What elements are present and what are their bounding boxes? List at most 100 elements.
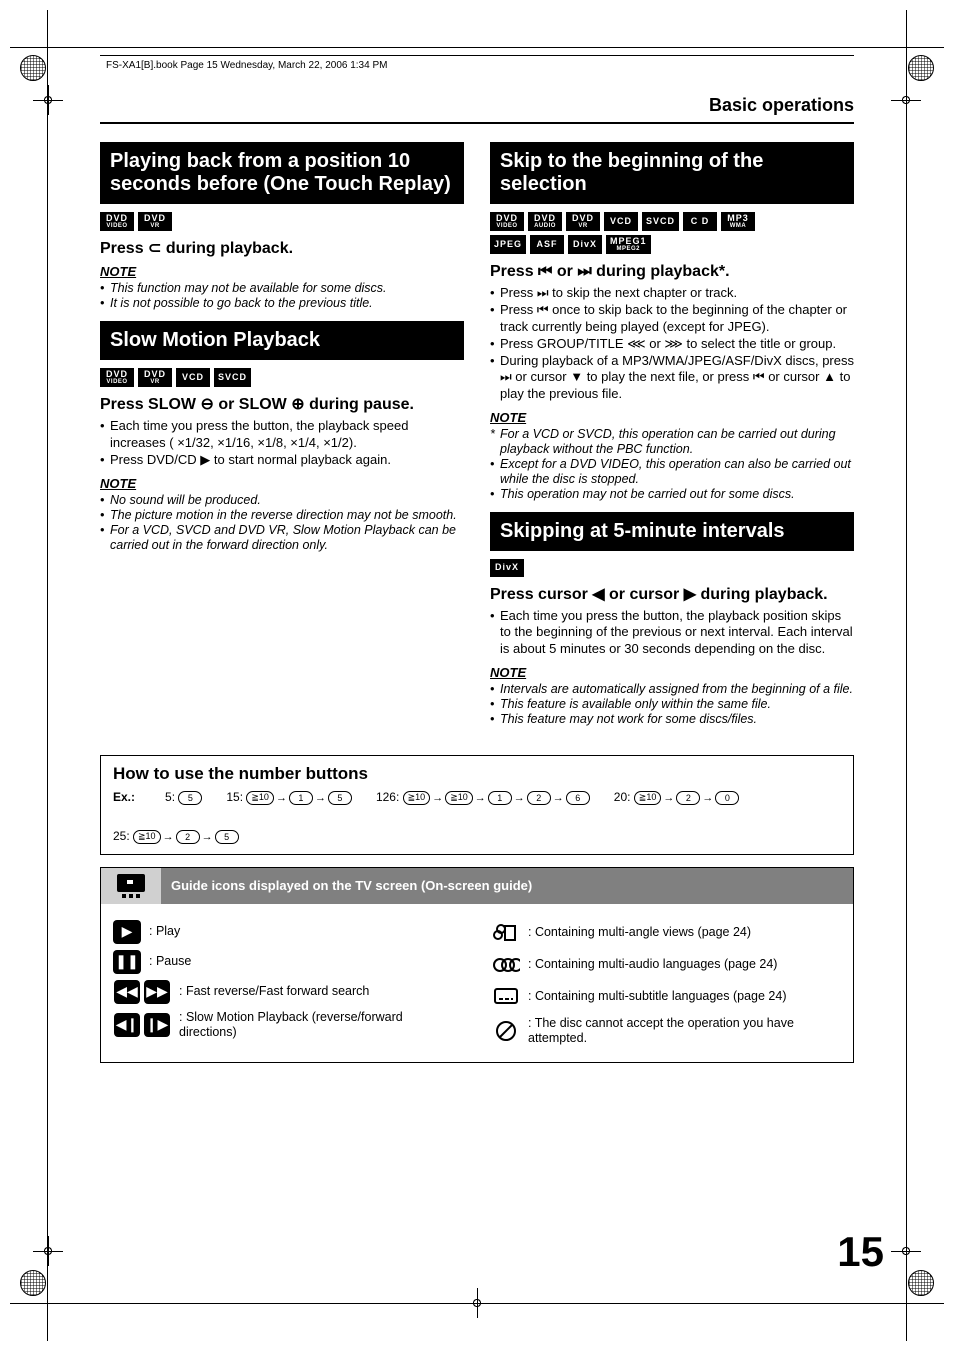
tv-icon: [101, 868, 161, 904]
format-badges: DivX: [490, 559, 854, 577]
list-item: This feature may not work for some discs…: [490, 712, 854, 727]
list-item: This operation may not be carried out fo…: [490, 487, 854, 502]
note-list: Intervals are automatically assigned fro…: [490, 682, 854, 727]
list-item: For a VCD or SVCD, this operation can be…: [490, 427, 854, 457]
guide-text: : Containing multi-subtitle languages (p…: [528, 989, 787, 1004]
guide-icon: ▶: [113, 920, 141, 944]
section-header: Basic operations: [100, 95, 854, 116]
arrow-icon: →: [315, 792, 326, 804]
number-example: 5: 5: [165, 790, 202, 805]
guide-row: : Containing multi-audio languages (page…: [492, 952, 841, 978]
arrow-icon: →: [553, 792, 564, 804]
list-item: During playback of a MP3/WMA/JPEG/ASF/Di…: [490, 353, 854, 402]
list-item: Press ⏮ once to skip back to the beginni…: [490, 302, 854, 335]
arrow-icon: →: [276, 792, 287, 804]
list-item: Press ⏭ to skip the next chapter or trac…: [490, 285, 854, 301]
format-badge: DVDVR: [138, 212, 172, 231]
number-buttons-box: How to use the number buttons Ex.: 5: 5 1…: [100, 755, 854, 855]
format-badges: DVDVIDEODVDVRVCDSVCD: [100, 368, 464, 387]
number-example: 25: ≧10→2→5: [113, 829, 239, 844]
format-badge: DVDVR: [138, 368, 172, 387]
format-badge: C D: [683, 212, 717, 231]
format-badge: DVDAUDIO: [528, 212, 562, 231]
heading-skip-selection: Skip to the beginning of the selection: [490, 142, 854, 204]
number-button-icon: 1: [289, 791, 313, 805]
format-badges: DVDVIDEODVDVR: [100, 212, 464, 231]
guide-icon: [492, 984, 520, 1010]
number-button-icon: ≧10: [403, 791, 431, 805]
guide-row: ❚❚ : Pause: [113, 950, 462, 974]
numbers-row: Ex.: 5: 515: ≧10→1→5126: ≧10→≧10→1→2→620…: [113, 790, 841, 844]
list-item: Each time you press the button, the play…: [490, 608, 854, 657]
right-column: Skip to the beginning of the selection D…: [490, 138, 854, 737]
number-button-icon: 5: [328, 791, 352, 805]
note-heading: NOTE: [100, 476, 464, 491]
format-badge: DVDVIDEO: [100, 368, 134, 387]
guide-left-col: ▶ : Play ❚❚ : Pause ◀◀▶▶ : Fast reverse/Fast …: [113, 914, 462, 1052]
number-example: 20: ≧10→2→0: [614, 790, 740, 805]
guide-text: : Containing multi-audio languages (page…: [528, 957, 777, 972]
arrow-icon: →: [432, 792, 443, 804]
heading-slow-motion: Slow Motion Playback: [100, 321, 464, 360]
instruction: Press cursor ◀ or cursor ▶ during playba…: [490, 585, 854, 604]
note-list: No sound will be produced.The picture mo…: [100, 493, 464, 553]
guide-icon: [492, 952, 520, 978]
number-example: 15: ≧10→1→5: [226, 790, 352, 805]
format-badge: VCD: [604, 212, 638, 231]
heading-one-touch-replay: Playing back from a position 10 seconds …: [100, 142, 464, 204]
instruction: Press ⊂ during playback.: [100, 239, 464, 258]
note-heading: NOTE: [490, 410, 854, 425]
guide-text: : Slow Motion Playback (reverse/forward …: [179, 1010, 462, 1040]
guide-text: : Fast reverse/Fast forward search: [179, 984, 369, 999]
numbers-title: How to use the number buttons: [113, 764, 841, 784]
running-header: FS-XA1[B].book Page 15 Wednesday, March …: [100, 55, 854, 75]
note-list: This function may not be available for s…: [100, 281, 464, 311]
text: Press: [100, 240, 148, 257]
example-label: Ex.:: [113, 790, 135, 804]
guide-row: ◀❙❙▶: Slow Motion Playback (reverse/forw…: [113, 1010, 462, 1040]
guide-text: : Play: [149, 924, 180, 939]
guide-row: ▶ : Play: [113, 920, 462, 944]
format-badge: JPEG: [490, 235, 526, 254]
list-item: Intervals are automatically assigned fro…: [490, 682, 854, 697]
format-badges: DVDVIDEODVDAUDIODVDVRVCDSVCDC DMP3WMA: [490, 212, 854, 231]
list-item: This function may not be available for s…: [100, 281, 464, 296]
guide-icon: ❚❚: [113, 950, 141, 974]
number-button-icon: 5: [215, 830, 239, 844]
guide-text: : The disc cannot accept the operation y…: [528, 1016, 841, 1046]
guide-row: ◀◀▶▶ : Fast reverse/Fast forward search: [113, 980, 462, 1004]
note-heading: NOTE: [490, 665, 854, 680]
heading-skip-interval: Skipping at 5-minute intervals: [490, 512, 854, 551]
format-badge: DVDVIDEO: [490, 212, 524, 231]
guide-text: : Pause: [149, 954, 191, 969]
format-badge: ASF: [530, 235, 564, 254]
arrow-icon: →: [702, 792, 713, 804]
instruction: Press ⏮ or ⏭ during playback*.: [490, 262, 854, 281]
number-button-icon: 1: [488, 791, 512, 805]
text: during playback.: [161, 240, 293, 257]
number-button-icon: 2: [176, 830, 200, 844]
format-badge: SVCD: [214, 368, 251, 387]
format-badge: MP3WMA: [721, 212, 755, 231]
number-button-icon: 6: [566, 791, 590, 805]
format-badges: JPEGASFDivXMPEG1MPEG2: [490, 235, 854, 254]
format-badge: SVCD: [642, 212, 679, 231]
list-item: The picture motion in the reverse direct…: [100, 508, 464, 523]
list-item: For a VCD, SVCD and DVD VR, Slow Motion …: [100, 523, 464, 553]
body-list: Each time you press the button, the play…: [490, 608, 854, 657]
guide-row: : The disc cannot accept the operation y…: [492, 1016, 841, 1046]
number-button-icon: 2: [527, 791, 551, 805]
guide-row: : Containing multi-angle views (page 24): [492, 920, 841, 946]
guide-title: Guide icons displayed on the TV screen (…: [161, 868, 853, 904]
guide-right-col: : Containing multi-angle views (page 24)…: [492, 914, 841, 1052]
list-item: Press GROUP/TITLE ⋘ or ⋙ to select the t…: [490, 336, 854, 352]
list-item: It is not possible to go back to the pre…: [100, 296, 464, 311]
list-item: Except for a DVD VIDEO, this operation c…: [490, 457, 854, 487]
arrow-icon: →: [475, 792, 486, 804]
replay-icon: ⊂: [148, 240, 161, 257]
guide-icon: ◀◀▶▶: [113, 980, 171, 1004]
list-item: No sound will be produced.: [100, 493, 464, 508]
format-badge: DivX: [568, 235, 602, 254]
number-button-icon: 0: [715, 791, 739, 805]
format-badge: DVDVR: [566, 212, 600, 231]
